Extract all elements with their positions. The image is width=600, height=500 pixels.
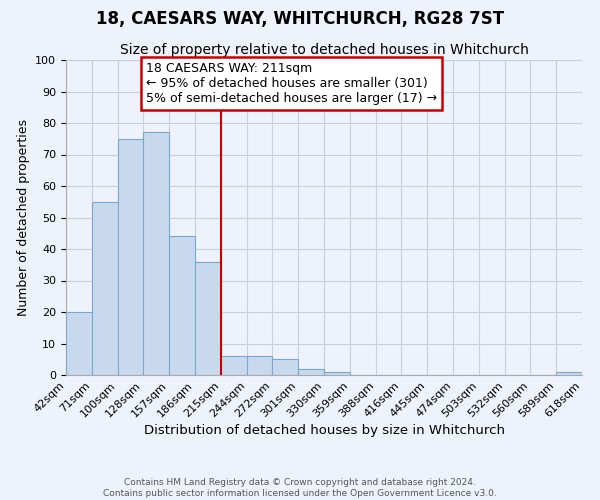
Text: 18, CAESARS WAY, WHITCHURCH, RG28 7ST: 18, CAESARS WAY, WHITCHURCH, RG28 7ST xyxy=(96,10,504,28)
Y-axis label: Number of detached properties: Number of detached properties xyxy=(17,119,30,316)
Bar xyxy=(247,356,272,375)
Bar xyxy=(298,368,324,375)
Bar xyxy=(556,372,582,375)
Bar xyxy=(324,372,350,375)
Bar xyxy=(169,236,195,375)
Bar xyxy=(272,359,298,375)
Bar xyxy=(118,138,143,375)
Text: 18 CAESARS WAY: 211sqm
← 95% of detached houses are smaller (301)
5% of semi-det: 18 CAESARS WAY: 211sqm ← 95% of detached… xyxy=(146,62,437,104)
Bar xyxy=(221,356,247,375)
Bar xyxy=(195,262,221,375)
Text: Contains HM Land Registry data © Crown copyright and database right 2024.
Contai: Contains HM Land Registry data © Crown c… xyxy=(103,478,497,498)
Title: Size of property relative to detached houses in Whitchurch: Size of property relative to detached ho… xyxy=(119,44,529,58)
Bar xyxy=(143,132,169,375)
Bar xyxy=(92,202,118,375)
X-axis label: Distribution of detached houses by size in Whitchurch: Distribution of detached houses by size … xyxy=(143,424,505,438)
Bar xyxy=(66,312,92,375)
